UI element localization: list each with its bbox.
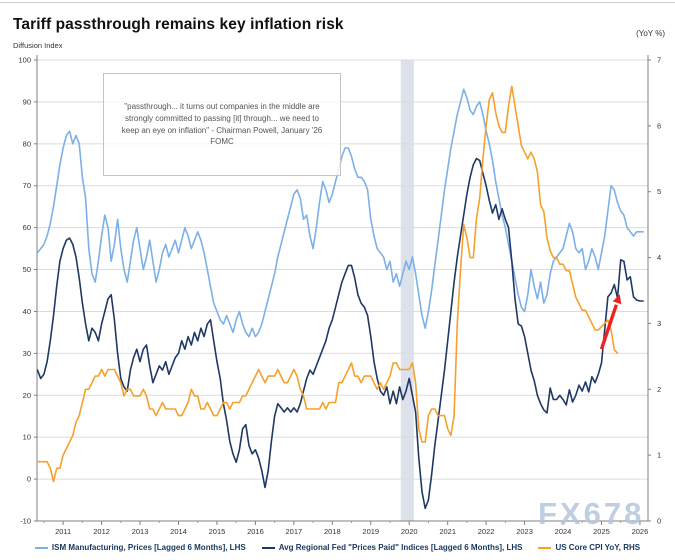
left-tick-label: 70 xyxy=(23,181,31,190)
left-tick-label: 100 xyxy=(18,56,31,65)
left-tick-label: 10 xyxy=(23,433,31,442)
annotation-arrow-head xyxy=(612,294,622,305)
right-tick-label: 0 xyxy=(657,517,661,526)
x-tick-label: 2025 xyxy=(593,527,610,536)
x-tick-label: 2017 xyxy=(286,527,303,536)
legend-label-regional-fed: Avg Regional Fed "Prices Paid" Indices [… xyxy=(278,543,523,552)
x-tick-label: 2011 xyxy=(55,527,71,536)
x-tick-label: 2015 xyxy=(209,527,226,536)
right-tick-label: 5 xyxy=(657,187,661,196)
x-tick-label: 2023 xyxy=(516,527,533,536)
x-tick-label: 2021 xyxy=(439,527,456,536)
top-divider xyxy=(0,2,675,3)
x-tick-label: 2022 xyxy=(478,527,495,536)
annotation-arrow-shaft xyxy=(599,304,618,350)
series-line-2 xyxy=(36,85,619,483)
powell-quote-text: "passthrough... it turns out companies i… xyxy=(121,102,323,147)
core-cpi-line-swatch-icon xyxy=(538,546,552,549)
series-line-1 xyxy=(36,157,644,510)
powell-quote-box: "passthrough... it turns out companies i… xyxy=(103,73,341,176)
right-tick-label: 1 xyxy=(657,451,661,460)
x-tick-label: 2013 xyxy=(132,527,149,536)
left-tick-label: 0 xyxy=(27,475,31,484)
left-tick-label: 80 xyxy=(23,139,31,148)
legend-label-ism: ISM Manufacturing, Prices [Lagged 6 Mont… xyxy=(51,543,246,552)
right-tick-label: 6 xyxy=(657,121,661,130)
left-tick-label: 40 xyxy=(23,307,31,316)
x-tick-label: 2012 xyxy=(93,527,110,536)
x-tick-label: 2018 xyxy=(324,527,341,536)
right-tick-label: 2 xyxy=(657,385,661,394)
x-tick-label: 2016 xyxy=(247,527,264,536)
right-tick-label: 7 xyxy=(657,56,661,65)
legend-item-regional-fed: Avg Regional Fed "Prices Paid" Indices [… xyxy=(261,543,523,552)
legend-item-core-cpi: US Core CPI YoY, RHS xyxy=(538,543,640,552)
left-axis-unit-label: Diffusion Index xyxy=(13,41,63,50)
x-tick-label: 2014 xyxy=(170,527,187,536)
left-tick-label: 90 xyxy=(23,97,31,106)
left-tick-label: -10 xyxy=(20,517,31,526)
legend-item-ism: ISM Manufacturing, Prices [Lagged 6 Mont… xyxy=(34,543,246,552)
regional-fed-line-swatch-icon xyxy=(261,546,275,549)
right-tick-label: 4 xyxy=(657,253,661,262)
chart-title: Tariff passthrough remains key inflation… xyxy=(13,16,344,33)
chart-legend: ISM Manufacturing, Prices [Lagged 6 Mont… xyxy=(0,543,675,552)
x-tick-label: 2019 xyxy=(362,527,379,536)
ism-line-swatch-icon xyxy=(34,546,48,549)
x-tick-label: 2020 xyxy=(401,527,418,536)
left-tick-label: 50 xyxy=(23,265,31,274)
fx678-watermark: FX678 xyxy=(538,496,645,531)
right-axis-unit-label: (YoY %) xyxy=(636,29,665,38)
left-tick-label: 60 xyxy=(23,223,31,232)
left-tick-label: 30 xyxy=(23,349,31,358)
right-tick-label: 3 xyxy=(657,319,661,328)
x-tick-label: 2024 xyxy=(555,527,572,536)
recession-band xyxy=(400,60,414,521)
left-tick-label: 20 xyxy=(23,391,31,400)
x-tick-label: 2026 xyxy=(632,527,649,536)
legend-label-core-cpi: US Core CPI YoY, RHS xyxy=(555,543,641,552)
